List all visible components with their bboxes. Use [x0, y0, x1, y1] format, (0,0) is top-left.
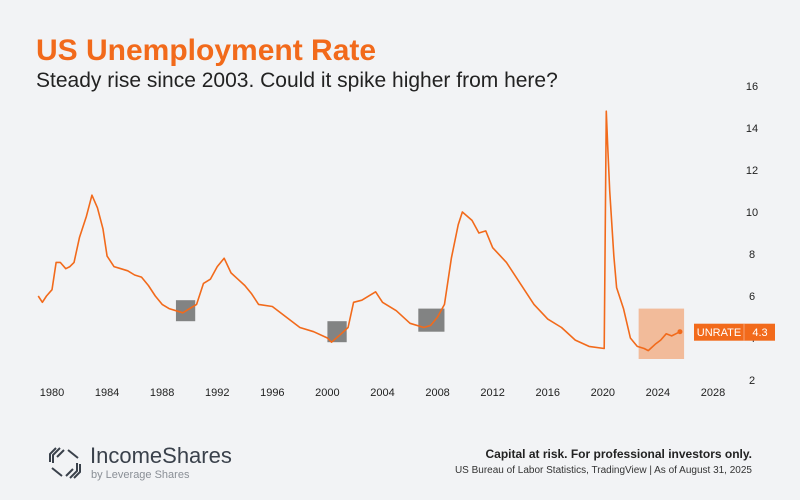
- y-tick-label: 2: [749, 375, 755, 387]
- incomeshares-logo-icon: [49, 447, 81, 479]
- y-tick-label: 14: [746, 123, 758, 135]
- unrate-line: [37, 110, 681, 352]
- x-tick-label: 1992: [205, 387, 229, 399]
- x-tick-label: 1988: [150, 387, 174, 399]
- y-tick-label: 8: [749, 249, 755, 261]
- highlight-box: [327, 321, 347, 343]
- brand-subtitle: by Leverage Shares: [91, 469, 190, 481]
- x-tick-label: 2012: [480, 387, 504, 399]
- highlight-box: [418, 308, 445, 332]
- series-name-label: UNRATE: [697, 327, 741, 339]
- last-value-label: 4.3: [752, 327, 767, 339]
- y-tick-label: 16: [746, 81, 758, 93]
- x-tick-label: 2016: [536, 387, 560, 399]
- x-tick-label: 2000: [315, 387, 339, 399]
- x-tick-label: 1984: [95, 387, 119, 399]
- series-badge: [694, 323, 775, 341]
- y-tick-label: 12: [746, 165, 758, 177]
- x-tick-label: 2020: [591, 387, 615, 399]
- x-tick-label: 2008: [425, 387, 449, 399]
- x-tick-label: 2024: [646, 387, 670, 399]
- x-tick-label: 1980: [40, 387, 64, 399]
- y-tick-label: 10: [746, 207, 758, 219]
- source-note: US Bureau of Labor Statistics, TradingVi…: [454, 465, 752, 476]
- chart-subtitle: Steady rise since 2003. Could it spike h…: [36, 69, 558, 92]
- x-tick-label: 2004: [370, 387, 394, 399]
- x-tick-label: 2028: [701, 387, 725, 399]
- x-tick-label: 1996: [260, 387, 284, 399]
- brand-name: IncomeShares: [90, 443, 232, 468]
- chart-title: US Unemployment Rate: [36, 34, 377, 67]
- last-value-dot: [677, 329, 683, 335]
- y-tick-label: 6: [749, 291, 755, 303]
- risk-disclaimer: Capital at risk. For professional invest…: [485, 447, 752, 461]
